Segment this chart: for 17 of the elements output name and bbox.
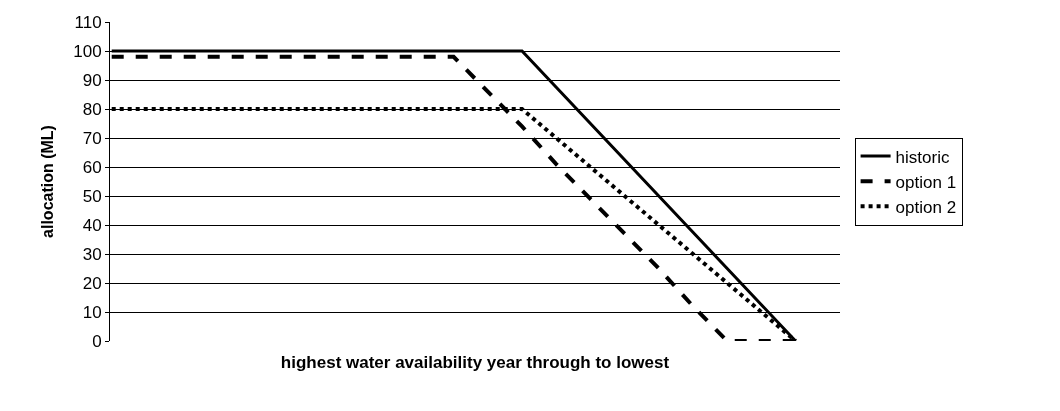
- y-tick-label: 90: [82, 70, 102, 90]
- y-tick-label: 40: [82, 215, 102, 235]
- y-axis-title: allocation (ML): [39, 125, 57, 238]
- y-tick-label: 50: [82, 186, 102, 206]
- legend-label: option 2: [895, 197, 957, 217]
- y-tick-label: 80: [82, 99, 102, 119]
- y-tick-label: 10: [82, 302, 102, 322]
- y-tick-label: 100: [73, 41, 102, 61]
- y-tick-label: 60: [82, 157, 102, 177]
- x-axis-title: highest water availability year through to lowest: [280, 353, 670, 373]
- y-tick-label: 20: [82, 273, 102, 293]
- y-tick-label: 70: [82, 128, 102, 148]
- legend-label: option 1: [895, 172, 957, 192]
- y-tick-label: 110: [74, 12, 102, 32]
- y-tick-label: 30: [82, 244, 102, 264]
- legend-label: historic: [895, 147, 950, 167]
- y-tick-label: 0: [92, 331, 102, 351]
